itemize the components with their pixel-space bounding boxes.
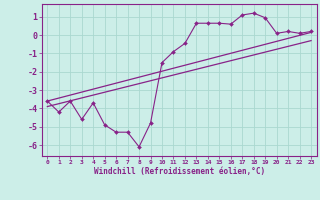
X-axis label: Windchill (Refroidissement éolien,°C): Windchill (Refroidissement éolien,°C): [94, 167, 265, 176]
